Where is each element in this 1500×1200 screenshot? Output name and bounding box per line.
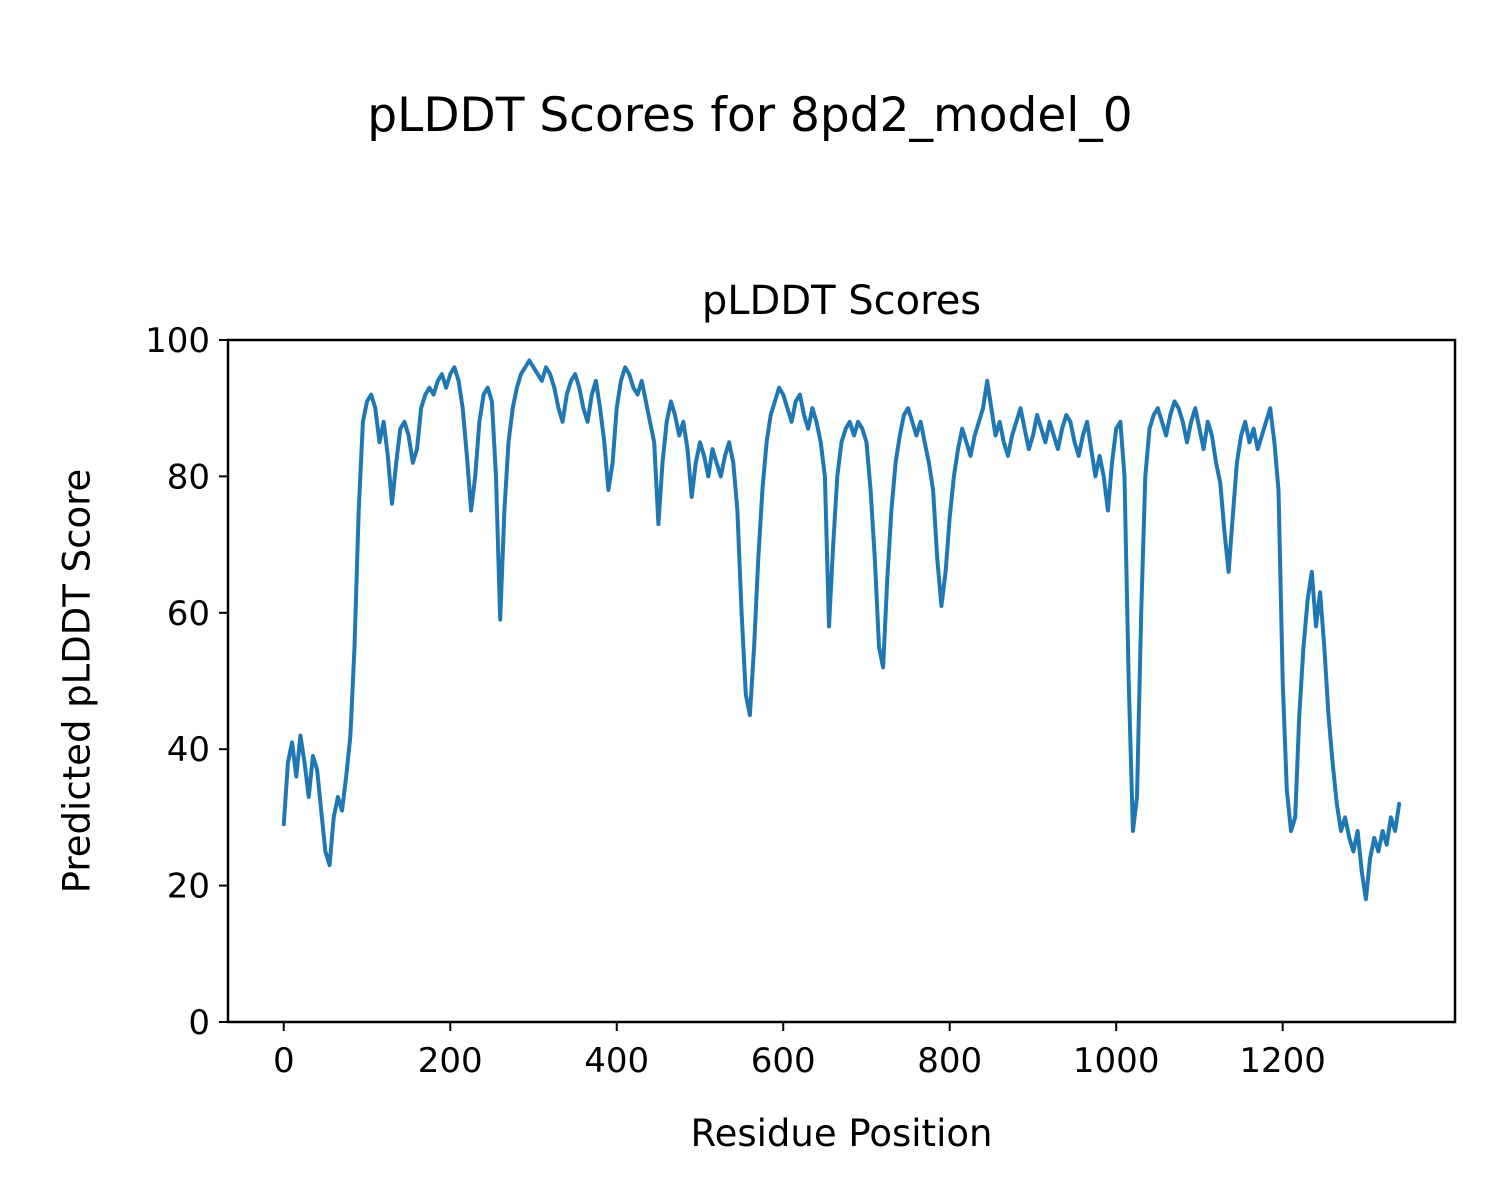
- y-tick-label: 0: [188, 1003, 210, 1043]
- y-tick-label: 40: [167, 730, 210, 770]
- y-tick-label: 20: [167, 867, 210, 907]
- x-axis-label: Residue Position: [690, 1112, 993, 1155]
- axes-title: pLDDT Scores: [701, 278, 982, 324]
- x-tick-label: 800: [917, 1041, 982, 1081]
- x-tick-label: 0: [273, 1041, 295, 1081]
- x-tick-label: 400: [584, 1041, 649, 1081]
- x-tick-label: 1200: [1239, 1041, 1326, 1081]
- y-tick-label: 80: [167, 457, 210, 497]
- x-tick-label: 200: [418, 1041, 483, 1081]
- axes-frame: [226, 338, 1457, 1024]
- x-tick-label: 1000: [1073, 1041, 1160, 1081]
- figure-title: pLDDT Scores for 8pd2_model_0: [367, 88, 1133, 143]
- plddt-series-line: [281, 358, 1402, 902]
- y-tick-label: 60: [167, 594, 210, 634]
- y-tick-label: 100: [145, 321, 210, 361]
- x-tick-label: 600: [751, 1041, 816, 1081]
